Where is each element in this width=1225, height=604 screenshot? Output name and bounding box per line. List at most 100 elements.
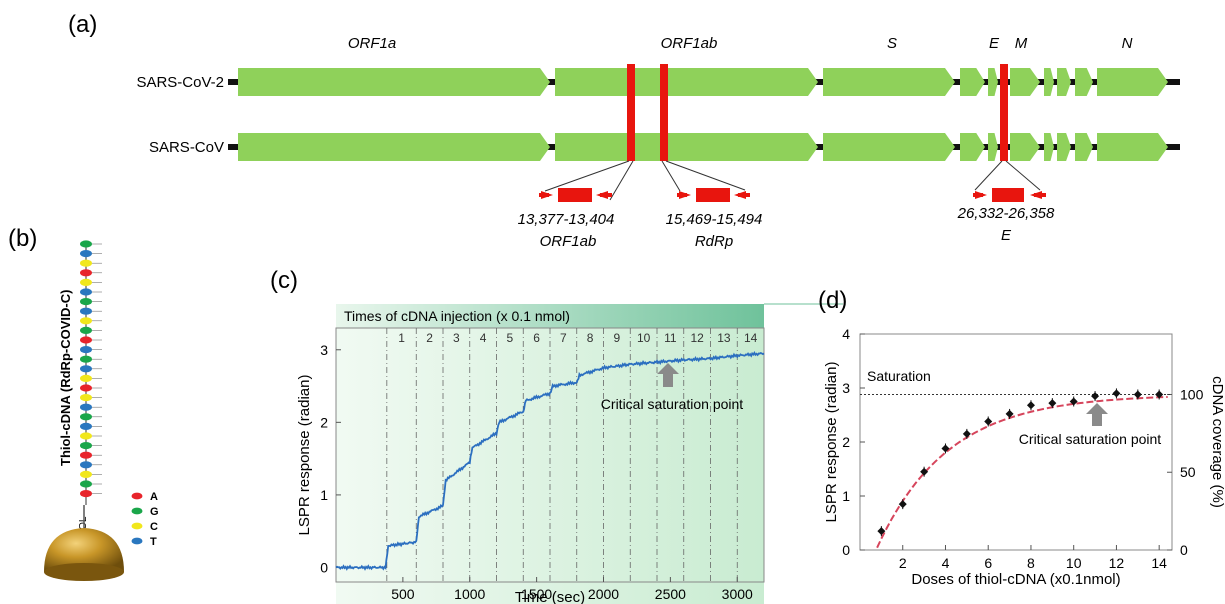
axis-c-xlabel: Time (sec) (515, 589, 585, 604)
gene-segment (238, 68, 550, 96)
gene-segment (1044, 133, 1054, 161)
x-tick-label: 14 (1151, 555, 1167, 571)
data-point (984, 417, 993, 426)
y-tick-label: 1 (320, 487, 328, 503)
gene-segment (555, 133, 818, 161)
primer-glyph-rdrp (677, 188, 750, 202)
data-point (941, 444, 950, 453)
injection-number: 12 (690, 331, 704, 345)
data-points-d (877, 388, 1164, 537)
y2-tick-label: 100 (1180, 386, 1204, 402)
injection-number: 5 (507, 331, 514, 345)
y-tick-label: 3 (842, 380, 850, 396)
fit-curve (876, 396, 1168, 549)
primer-marker-rdrp (660, 64, 668, 161)
data-point (1048, 399, 1057, 408)
data-point (1026, 401, 1035, 410)
saturation-arrow-c (657, 363, 679, 387)
nucleotide-C (80, 394, 92, 402)
primer-gene-rdrp: RdRp (695, 233, 733, 250)
gene-segment (823, 68, 955, 96)
gene-segment (1057, 68, 1071, 96)
data-point (1112, 389, 1121, 398)
gene-label-s: S (887, 35, 897, 52)
injection-header (336, 304, 764, 328)
x-tick-label: 500 (391, 586, 415, 602)
gene-label-orf1ab: ORF1ab (661, 35, 718, 52)
injection-number: 6 (533, 331, 540, 345)
gene-segment (960, 68, 985, 96)
data-point (1091, 392, 1100, 401)
nucleotide-C (80, 432, 92, 440)
strand-label: Thiol-cDNA (RdRp-COVID-C) (58, 290, 73, 466)
y2-tick-label: 0 (1180, 542, 1188, 558)
nucleotide-strand (80, 240, 102, 498)
data-point (1133, 390, 1142, 399)
nucleotide-T (80, 422, 92, 430)
primer-gene-e: E (1001, 227, 1012, 244)
nucleotide-G (80, 355, 92, 363)
nucleotide-A (80, 490, 92, 498)
x-tick-label: 12 (1109, 555, 1125, 571)
primer-glyph-e (973, 188, 1046, 202)
nucleotide-G (80, 480, 92, 488)
panel-a: (a) ORF1a ORF1ab S E M N SARS-CoV-2 SARS… (68, 11, 1180, 250)
gene-segment (238, 133, 550, 161)
data-point (962, 429, 971, 438)
strain-label-sars-cov-2: SARS-CoV-2 (136, 74, 224, 91)
saturation-label: Saturation (867, 368, 931, 384)
y-tick-label: 3 (320, 342, 328, 358)
injection-number: 14 (744, 331, 758, 345)
panel-a-label: (a) (68, 11, 97, 38)
nucleotide-G (80, 240, 92, 248)
data-point (920, 467, 929, 476)
axis-c: 500 1000 1500 2000 2500 3000 0 1 2 3 (320, 342, 753, 602)
axis-d-y2label: cDNA coverage (%) (1209, 376, 1225, 508)
injection-header-text: Times of cDNA injection (x 0.1 nmol) (344, 308, 570, 324)
primer-glyph-orf1ab (539, 188, 612, 202)
legend-label-G: G (150, 506, 159, 518)
strain-label-sars-cov: SARS-CoV (149, 139, 224, 156)
y-tick-label: 2 (320, 414, 328, 430)
gene-segment (1010, 133, 1040, 161)
saturation-annotation-d: Critical saturation point (1019, 431, 1162, 447)
gene-segment (823, 133, 955, 161)
injection-number: 1 (398, 331, 405, 345)
y2-tick-label: 50 (1180, 464, 1196, 480)
primer-marker-e (1000, 64, 1008, 161)
saturation-annotation-c: Critical saturation point (601, 396, 744, 412)
nucleotide-T (80, 250, 92, 258)
primer-pos-orf1ab: 13,377-13,404 (518, 211, 615, 228)
legend-label-T: T (150, 536, 157, 548)
nucleotide-C (80, 278, 92, 286)
nucleotide-C (80, 317, 92, 325)
nucleotide-G (80, 326, 92, 334)
data-point (898, 500, 907, 509)
nucleotide-G (80, 442, 92, 450)
primer-connectors (544, 160, 1041, 201)
x-tick-label: 2000 (588, 586, 619, 602)
lspr-trace (335, 350, 765, 571)
injection-number: 9 (614, 331, 621, 345)
gene-segment (988, 133, 998, 161)
nucleotide-T (80, 461, 92, 469)
legend-swatch-G (131, 507, 143, 515)
legend-label-A: A (150, 491, 158, 503)
gene-label-orf1a: ORF1a (348, 35, 396, 52)
panel-b-label: (b) (8, 225, 37, 252)
nucleotide-A (80, 336, 92, 344)
y-tick-label: 0 (842, 542, 850, 558)
injection-number: 2 (426, 331, 433, 345)
genome-track-sars-cov (228, 133, 1180, 161)
nucleotide-A (80, 384, 92, 392)
x-tick-label: 1000 (454, 586, 485, 602)
injection-number: 7 (560, 331, 567, 345)
y-tick-label: 4 (842, 326, 850, 342)
gene-segment (1075, 133, 1093, 161)
gene-segment (1097, 68, 1168, 96)
data-point (1155, 390, 1164, 399)
gene-segment (988, 68, 998, 96)
x-tick-label: 2 (899, 555, 907, 571)
